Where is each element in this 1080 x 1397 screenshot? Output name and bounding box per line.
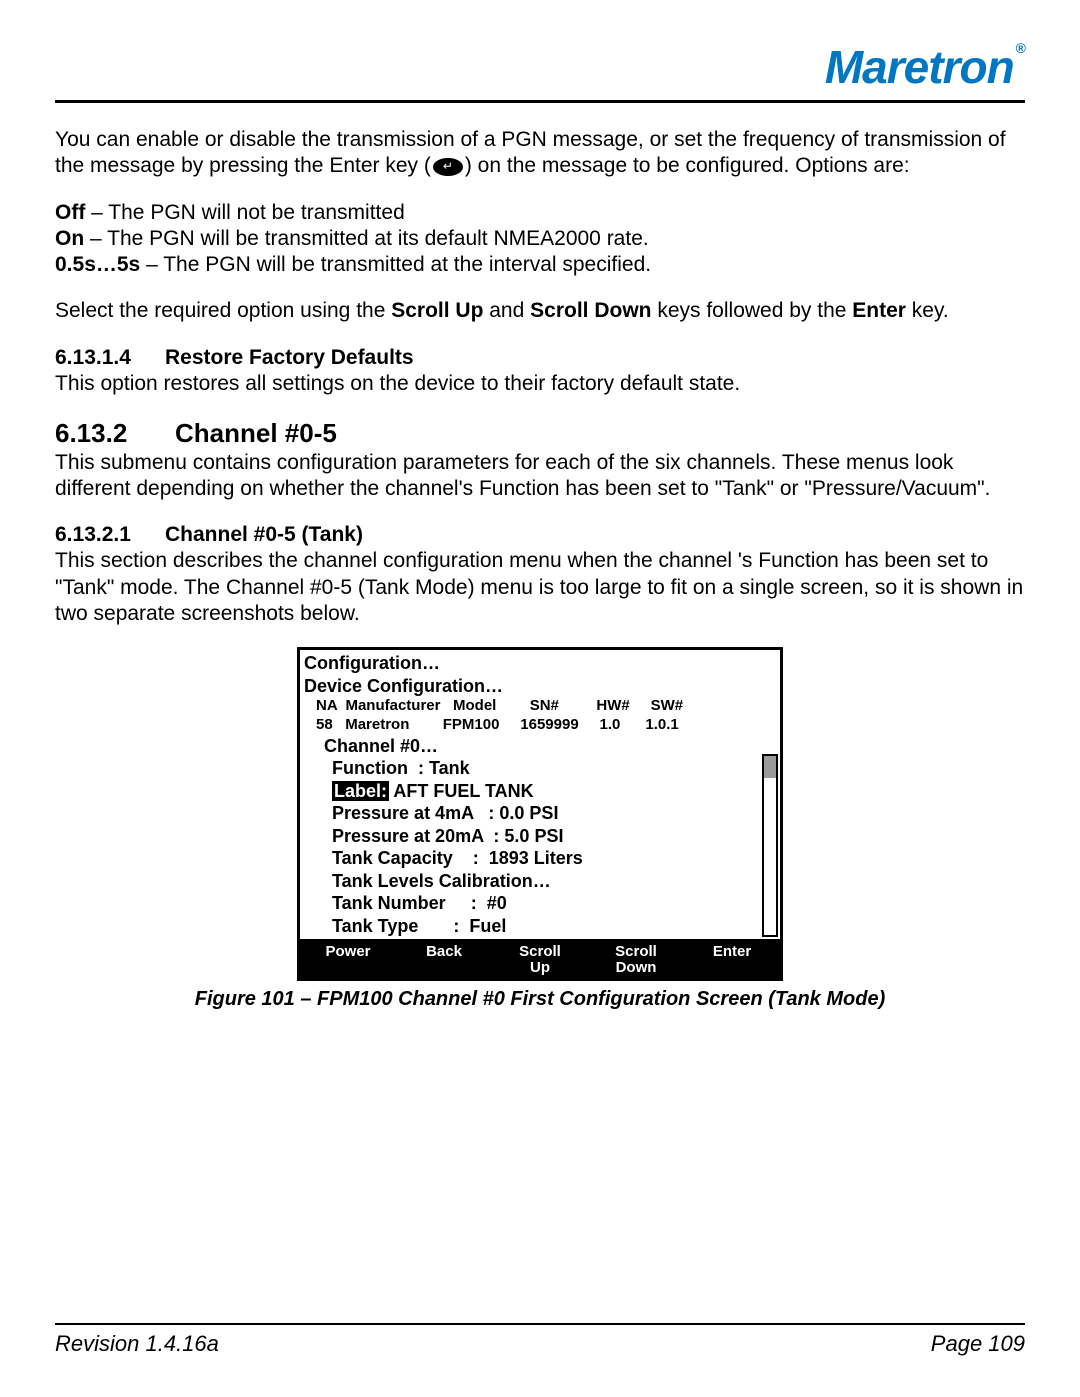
brand-logo: Maretron® bbox=[825, 40, 1025, 94]
heading-number: 6.13.2.1 bbox=[55, 522, 165, 548]
label-value: AFT FUEL TANK bbox=[389, 781, 534, 801]
label-key-selected: Label: bbox=[332, 781, 389, 801]
option-label: On bbox=[55, 227, 84, 250]
softkey-back[interactable]: Back bbox=[396, 942, 492, 978]
config-screen: Configuration… Device Configuration… NA … bbox=[297, 647, 783, 981]
text-6-13-2: This submenu contains configuration para… bbox=[55, 450, 1025, 503]
page-header: Maretron® bbox=[55, 40, 1025, 103]
menu-pressure-4ma: Pressure at 4mA : 0.0 PSI bbox=[304, 802, 776, 825]
heading-6-13-2-1: 6.13.2.1Channel #0-5 (Tank) bbox=[55, 522, 1025, 548]
intro-text-b: ) on the message to be configured. Optio… bbox=[465, 154, 910, 177]
body-content: You can enable or disable the transmissi… bbox=[55, 127, 1025, 1012]
menu-tank-levels-cal: Tank Levels Calibration… bbox=[304, 870, 776, 893]
heading-6-13-2: 6.13.2Channel #0-5 bbox=[55, 417, 1025, 450]
heading-number: 6.13.1.4 bbox=[55, 345, 165, 371]
menu-tank-number: Tank Number : #0 bbox=[304, 892, 776, 915]
option-desc: – The PGN will be transmitted at its def… bbox=[84, 227, 649, 250]
option-off: Off – The PGN will not be transmitted bbox=[55, 200, 1025, 226]
scrollbar-thumb[interactable] bbox=[764, 756, 776, 778]
config-screen-body: Configuration… Device Configuration… NA … bbox=[300, 650, 780, 939]
softkey-power[interactable]: Power bbox=[300, 942, 396, 978]
heading-title: Channel #0-5 bbox=[175, 418, 337, 448]
option-label: Off bbox=[55, 201, 85, 224]
option-desc: – The PGN will not be transmitted bbox=[85, 201, 404, 224]
text-6-13-1-4: This option restores all settings on the… bbox=[55, 371, 1025, 397]
scrollbar[interactable] bbox=[762, 754, 778, 937]
device-table-header: NA Manufacturer Model SN# HW# SW# bbox=[304, 697, 776, 716]
heading-6-13-1-4: 6.13.1.4Restore Factory Defaults bbox=[55, 345, 1025, 371]
heading-title: Restore Factory Defaults bbox=[165, 346, 414, 369]
menu-pressure-20ma: Pressure at 20mA : 5.0 PSI bbox=[304, 825, 776, 848]
breadcrumb-configuration: Configuration… bbox=[304, 652, 776, 675]
page-number: Page 109 bbox=[931, 1331, 1025, 1357]
page-footer: Revision 1.4.16a Page 109 bbox=[55, 1323, 1025, 1357]
breadcrumb-device-config: Device Configuration… bbox=[304, 675, 776, 698]
figure-caption: Figure 101 – FPM100 Channel #0 First Con… bbox=[55, 987, 1025, 1012]
revision-text: Revision 1.4.16a bbox=[55, 1331, 219, 1357]
heading-title: Channel #0-5 (Tank) bbox=[165, 523, 363, 546]
menu-tank-capacity: Tank Capacity : 1893 Liters bbox=[304, 847, 776, 870]
softkey-scroll-up[interactable]: ScrollUp bbox=[492, 942, 588, 978]
config-softkey-bar: Power Back ScrollUp ScrollDown Enter bbox=[300, 939, 780, 978]
intro-paragraph: You can enable or disable the transmissi… bbox=[55, 127, 1025, 180]
menu-channel: Channel #0… bbox=[304, 735, 776, 758]
option-desc: – The PGN will be transmitted at the int… bbox=[140, 253, 651, 276]
registered-mark: ® bbox=[1016, 40, 1025, 56]
figure-101: Configuration… Device Configuration… NA … bbox=[55, 647, 1025, 1012]
softkey-scroll-down[interactable]: ScrollDown bbox=[588, 942, 684, 978]
logo-text: Maretron bbox=[825, 41, 1014, 93]
menu-tank-type: Tank Type : Fuel bbox=[304, 915, 776, 938]
select-instruction: Select the required option using the Scr… bbox=[55, 298, 1025, 324]
menu-function: Function : Tank bbox=[304, 757, 776, 780]
heading-number: 6.13.2 bbox=[55, 417, 175, 450]
text-6-13-2-1: This section describes the channel confi… bbox=[55, 548, 1025, 627]
enter-key-icon bbox=[433, 158, 463, 176]
menu-label: Label: AFT FUEL TANK bbox=[304, 780, 776, 803]
option-label: 0.5s…5s bbox=[55, 253, 140, 276]
option-interval: 0.5s…5s – The PGN will be transmitted at… bbox=[55, 252, 1025, 278]
softkey-enter[interactable]: Enter bbox=[684, 942, 780, 978]
options-list: Off – The PGN will not be transmitted On… bbox=[55, 200, 1025, 279]
device-table-row: 58 Maretron FPM100 1659999 1.0 1.0.1 bbox=[304, 716, 776, 735]
option-on: On – The PGN will be transmitted at its … bbox=[55, 226, 1025, 252]
